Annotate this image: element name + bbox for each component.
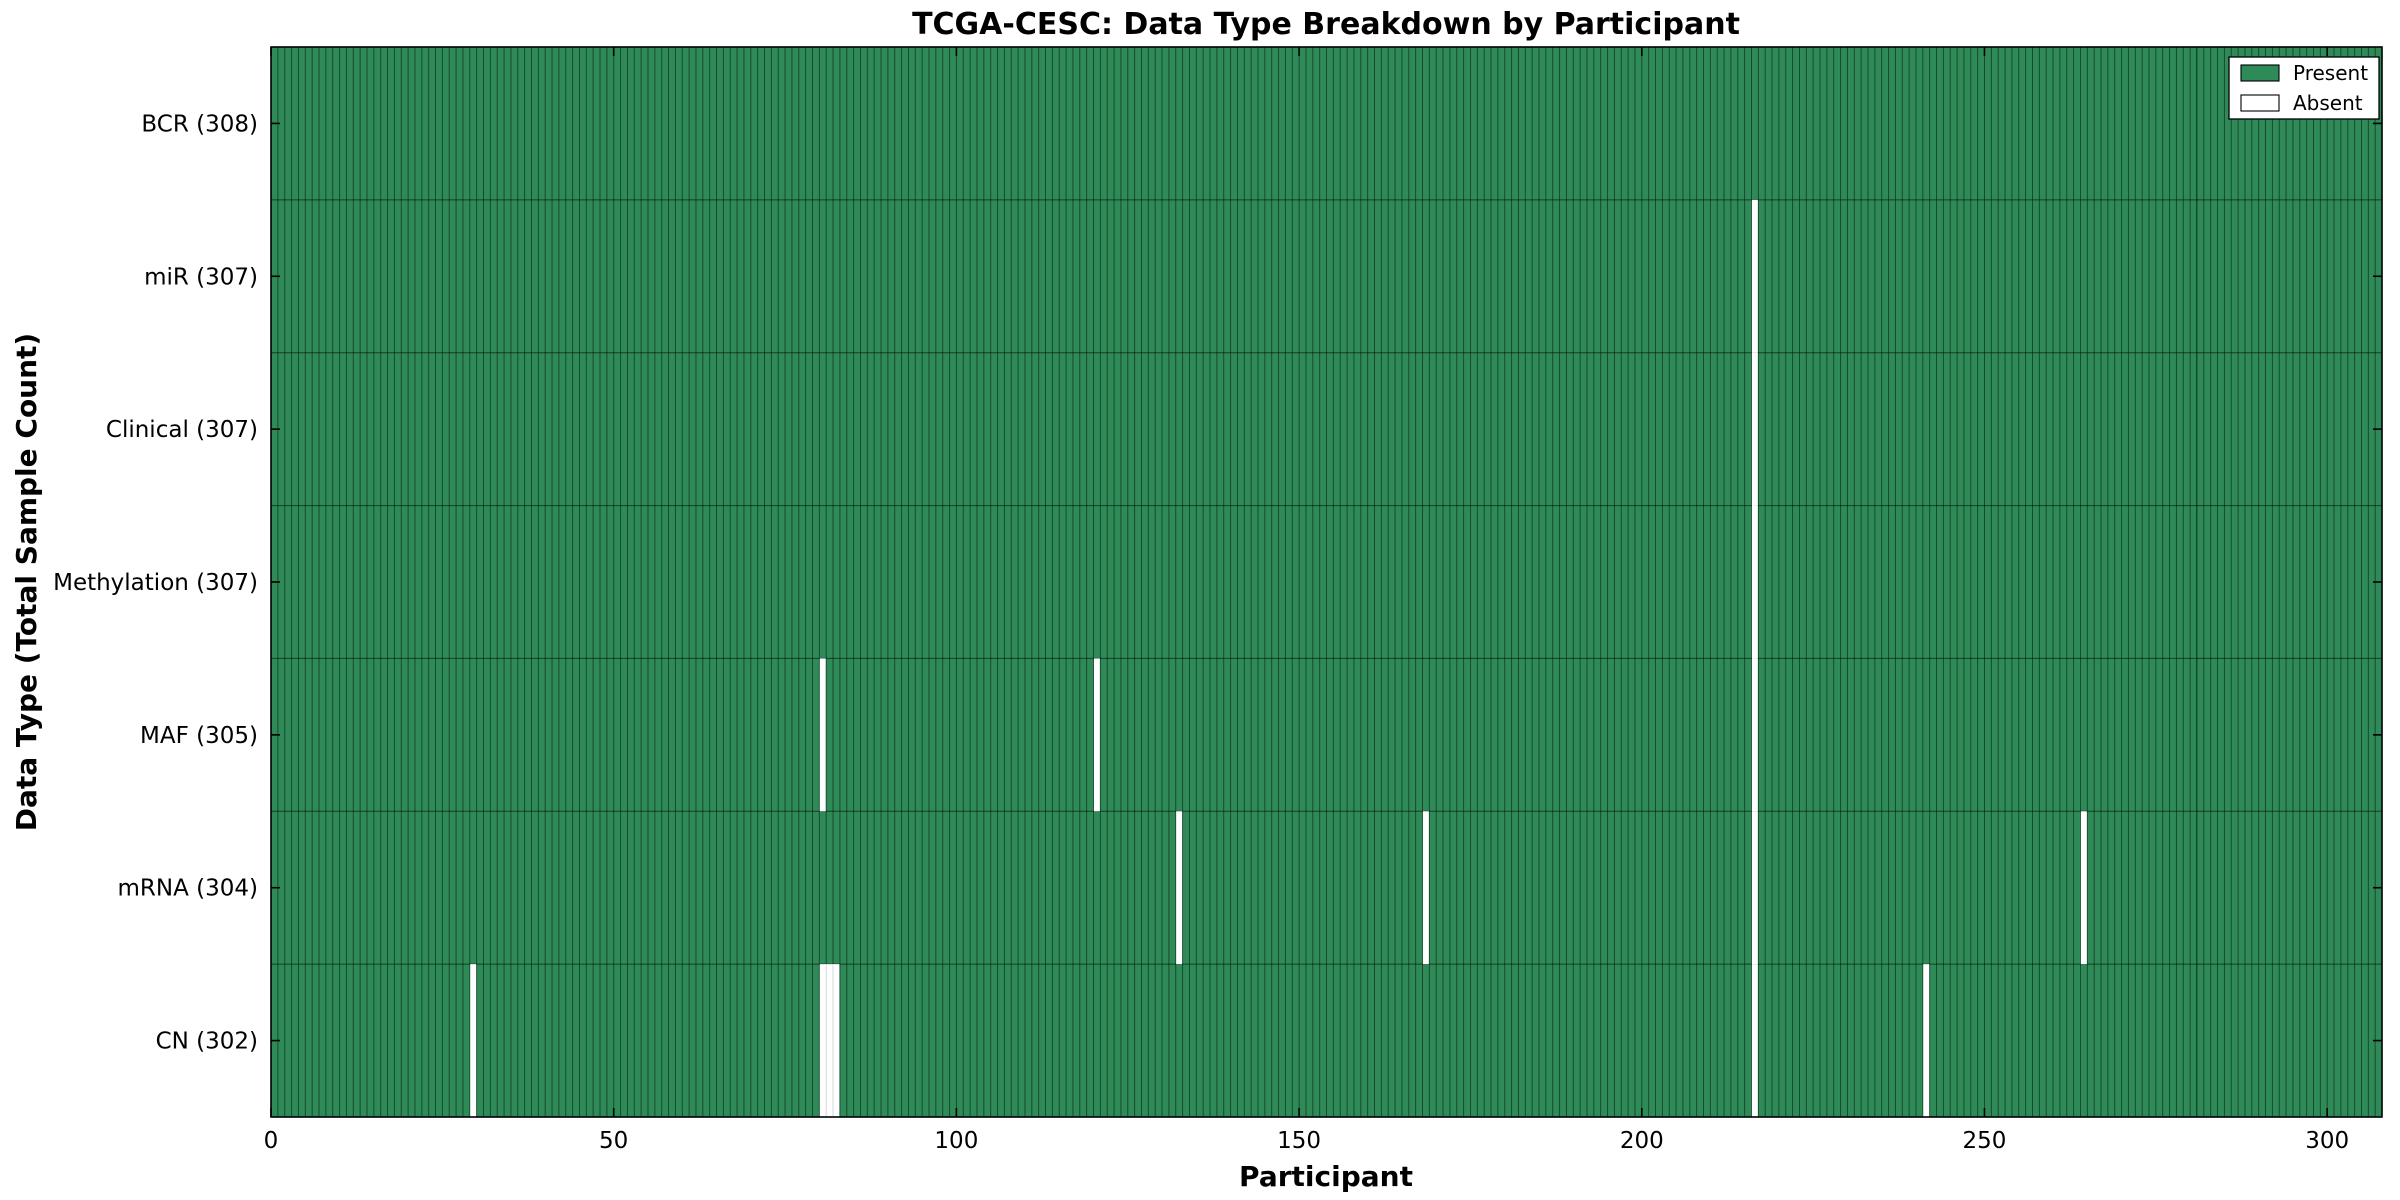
axes: 0 50 100 150 200 250 300 BCR (308) miR (307) Clin… [53, 46, 2383, 1154]
row-label-mRNA: mRNA (304) [118, 876, 258, 902]
x-tick-label: 250 [1963, 1128, 2007, 1154]
absent-cell-CN [1751, 964, 1758, 1117]
absent-cell-miR [1751, 199, 1758, 353]
legend-label-present: Present [2293, 61, 2368, 85]
absent-cell-MAF [819, 658, 826, 812]
x-tick-label: 300 [2305, 1128, 2349, 1154]
bar-edge-stripes [271, 47, 2382, 1117]
absent-cell-mRNA [2080, 811, 2087, 965]
x-axis-label: Participant [1239, 1160, 1413, 1193]
y-axis-label: Data Type (Total Sample Count) [10, 333, 43, 831]
x-tick-label: 200 [1620, 1128, 1664, 1154]
legend: Present Absent [2228, 56, 2380, 120]
absent-cell-CN [819, 964, 840, 1117]
x-tick-label: 0 [264, 1128, 279, 1154]
row-label-Methylation: Methylation (307) [53, 570, 258, 596]
absent-cell-CN [470, 964, 477, 1117]
row-label-MAF: MAF (305) [140, 723, 258, 749]
x-tick-label: 100 [934, 1128, 978, 1154]
row-label-miR: miR (307) [144, 264, 258, 290]
absent-cell-Methylation [1751, 505, 1758, 659]
chart-title: TCGA-CESC: Data Type Breakdown by Partic… [912, 7, 1740, 42]
legend-swatch-absent [2240, 94, 2280, 112]
absent-cell-mRNA [1751, 811, 1758, 965]
absent-cell-MAF [1751, 658, 1758, 812]
absent-cell-mRNA [1422, 811, 1429, 965]
legend-swatch-present [2240, 64, 2280, 82]
absent-cell-mRNA [1176, 811, 1183, 965]
row-label-BCR: BCR (308) [141, 111, 258, 137]
x-tick-label: 50 [599, 1128, 628, 1154]
plot-area [271, 47, 2382, 1117]
absent-cell-Clinical [1751, 352, 1758, 506]
row-label-Clinical: Clinical (307) [106, 417, 258, 443]
legend-label-absent: Absent [2293, 91, 2363, 115]
absent-cell-CN [1923, 964, 1930, 1117]
row-label-CN: CN (302) [156, 1029, 258, 1055]
x-tick-label: 150 [1277, 1128, 1321, 1154]
absent-cell-MAF [1093, 658, 1100, 812]
